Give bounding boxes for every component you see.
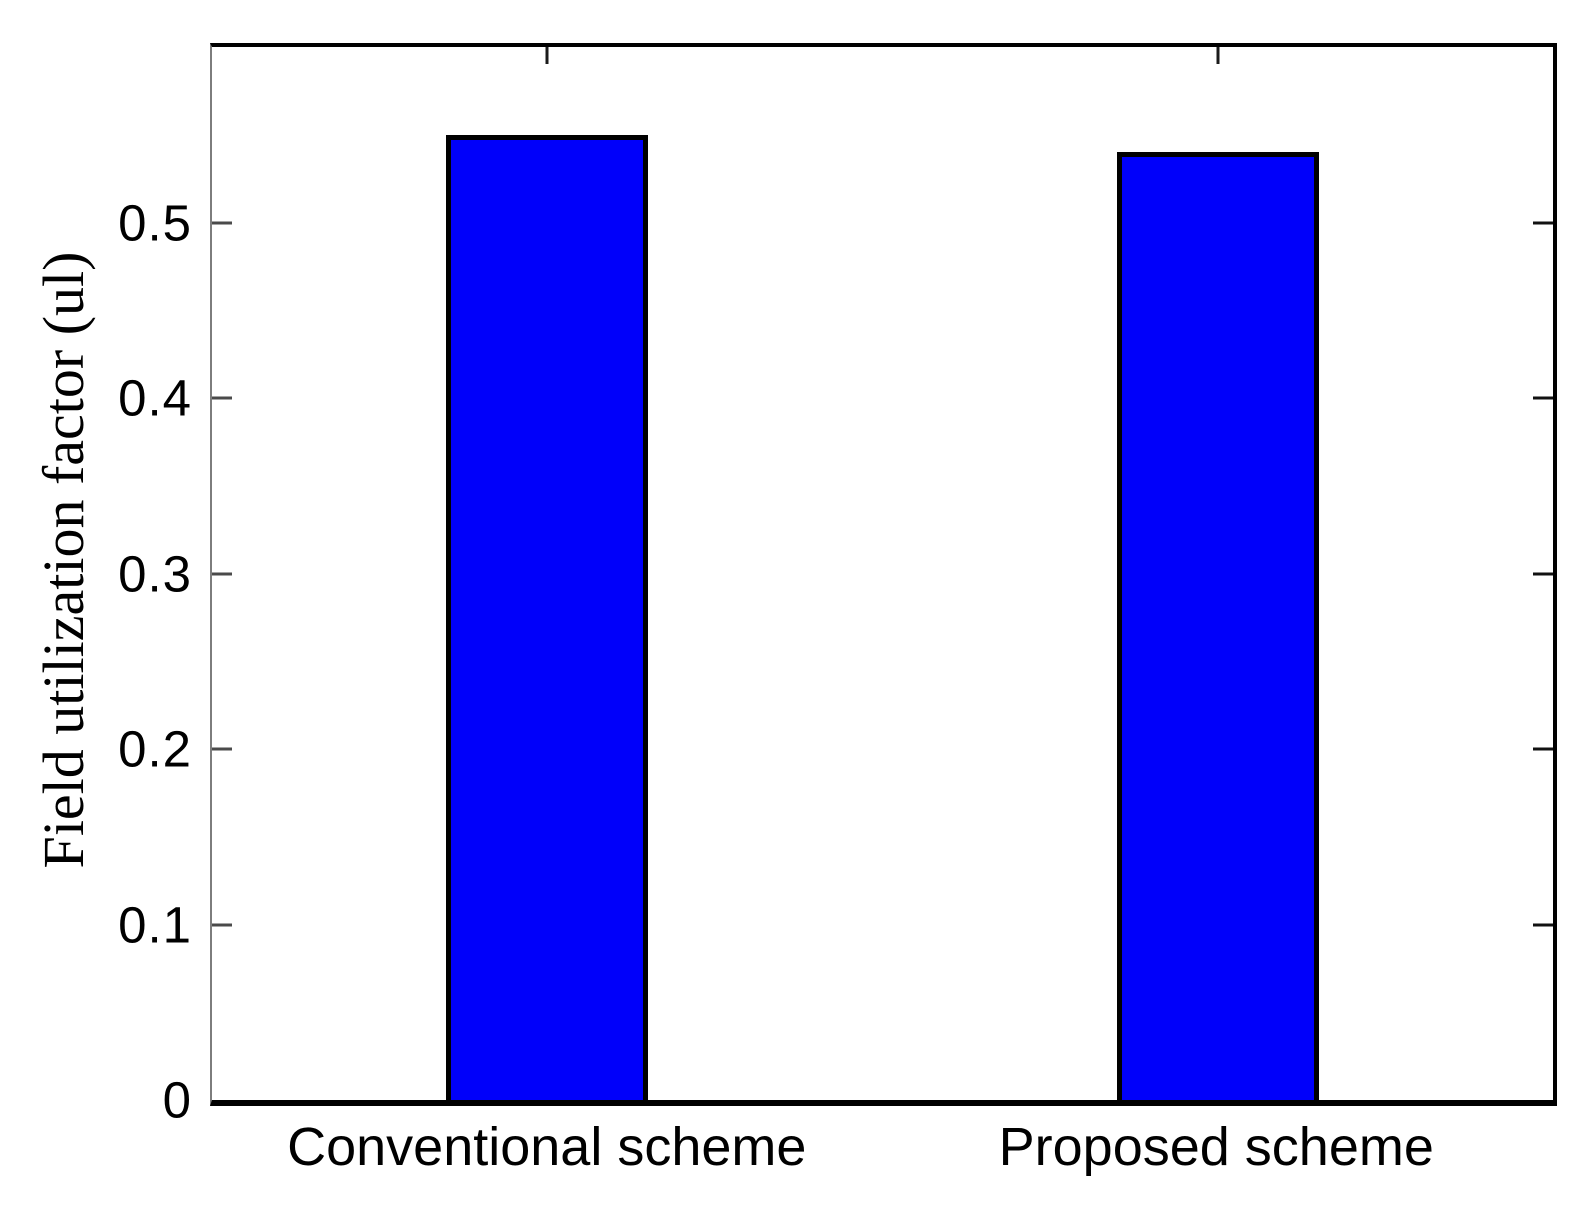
x-tick-label-proposed-scheme: Proposed scheme (998, 1117, 1434, 1177)
y-tick-mark-right-0.2 (1533, 747, 1553, 751)
y-tick-labels: 0 0.1 0.2 0.3 0.4 0.5 (0, 47, 192, 1126)
y-tick-mark-left-0.4 (212, 396, 232, 400)
bar-proposed-scheme (1116, 152, 1319, 1100)
plot-inner (212, 47, 1553, 1100)
y-tick-mark-left-0.1 (212, 923, 232, 926)
y-tick-mark-left-0.2 (212, 747, 232, 751)
x-tick-labels: Conventional scheme Proposed scheme (212, 1114, 1551, 1194)
y-tick-label-0.2: 0.2 (118, 720, 192, 778)
y-tick-label-0.5: 0.5 (118, 194, 192, 251)
y-tick-label-0: 0 (162, 1071, 192, 1129)
bar-conventional-scheme (446, 134, 649, 1100)
y-tick-mark-right-0.1 (1533, 923, 1553, 926)
x-tick-label-conventional-scheme: Conventional scheme (287, 1117, 807, 1177)
y-tick-label-0.3: 0.3 (118, 545, 192, 602)
x-tick-mark-top-conventional-scheme (545, 47, 549, 64)
y-tick-mark-right-0.5 (1533, 221, 1553, 224)
y-tick-label-0.1: 0.1 (118, 896, 192, 953)
y-tick-mark-left-0.5 (212, 221, 232, 224)
y-tick-mark-left-0.3 (212, 572, 232, 575)
y-tick-mark-right-0.4 (1533, 396, 1553, 400)
plot-area (210, 43, 1557, 1106)
y-tick-label-0.4: 0.4 (118, 369, 192, 427)
y-tick-mark-right-0.3 (1533, 572, 1553, 575)
x-tick-mark-top-proposed-scheme (1216, 47, 1220, 64)
